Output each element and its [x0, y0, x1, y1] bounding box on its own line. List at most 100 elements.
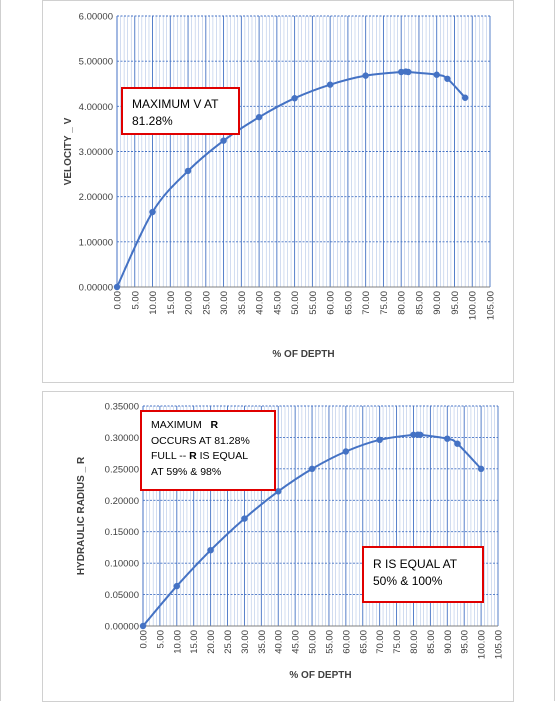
y-tick-label: 0.05000 [105, 590, 139, 601]
data-point [454, 440, 461, 447]
y-tick-label: 1.00000 [79, 237, 113, 248]
callout-line: 81.28% [132, 114, 173, 128]
x-tick-label: 25.00 [223, 630, 234, 654]
x-tick-label: 85.00 [426, 630, 437, 654]
data-point [207, 546, 214, 554]
x-tick-label: 10.00 [148, 291, 159, 315]
data-point [113, 283, 121, 291]
x-tick-label: 0.00 [113, 291, 124, 310]
y-tick-label: 0.25000 [105, 464, 139, 475]
data-point [433, 71, 440, 78]
x-tick-label: 70.00 [361, 291, 372, 315]
x-tick-label: 100.00 [477, 630, 488, 659]
x-tick-label: 75.00 [392, 630, 403, 654]
y-tick-label: 0.15000 [105, 527, 139, 538]
y-tick-label: 2.00000 [79, 192, 113, 203]
x-tick-label: 35.00 [237, 291, 248, 315]
data-point [308, 465, 316, 473]
x-tick-label: 105.00 [486, 291, 497, 320]
data-point [173, 582, 181, 590]
y-tick-label: 0.00000 [105, 622, 139, 633]
data-point [184, 167, 192, 175]
x-axis-title: % OF DEPTH [289, 670, 351, 681]
x-tick-label: 55.00 [308, 291, 319, 315]
y-tick-label: 0.10000 [105, 559, 139, 570]
x-tick-label: 80.00 [397, 291, 408, 315]
y-tick-label: 6.00000 [79, 12, 113, 23]
x-tick-label: 65.00 [358, 630, 369, 654]
x-tick-label: 80.00 [409, 630, 420, 654]
x-tick-label: 25.00 [201, 291, 212, 315]
x-tick-label: 90.00 [443, 630, 454, 654]
y-axis-title: HYDRAULIC RADIUS _ R [76, 456, 87, 575]
data-point [417, 431, 424, 438]
callout-bold-r: R [189, 450, 197, 462]
callout-text: FULL -- [151, 450, 187, 462]
data-point [255, 113, 263, 121]
y-axis-title: VELOCITY _ V [63, 117, 74, 185]
data-point [461, 94, 469, 101]
callout-text: MAXIMUM [151, 419, 202, 431]
y-tick-label: 5.00000 [79, 57, 113, 68]
x-tick-label: 40.00 [255, 291, 266, 315]
data-point [444, 75, 451, 82]
x-tick-label: 30.00 [240, 630, 251, 654]
data-point [477, 465, 485, 473]
callout-bold-r: R [210, 419, 219, 431]
data-point [220, 137, 227, 144]
x-tick-label: 15.00 [189, 630, 200, 654]
x-axis-title: % OF DEPTH [272, 349, 334, 360]
y-tick-label: 0.35000 [105, 402, 139, 413]
x-tick-label: 105.00 [494, 630, 505, 659]
x-tick-label: 95.00 [460, 630, 471, 654]
x-tick-label: 50.00 [308, 630, 319, 654]
x-tick-label: 90.00 [432, 291, 443, 315]
x-tick-label: 60.00 [341, 630, 352, 654]
max-r-callout: MAXIMUM R OCCURS AT 81.28% FULL -- R IS … [140, 410, 276, 491]
y-tick-label: 4.00000 [79, 102, 113, 113]
x-tick-label: 40.00 [274, 630, 285, 654]
x-tick-label: 45.00 [272, 291, 283, 315]
data-point [149, 208, 156, 216]
data-point [291, 95, 298, 102]
callout-line: MAXIMUM V AT [132, 97, 219, 111]
x-tick-label: 100.00 [468, 291, 479, 320]
y-tick-label: 3.00000 [79, 147, 113, 158]
x-tick-label: 95.00 [450, 291, 461, 315]
callout-line: R IS EQUAL AT [373, 557, 458, 571]
data-point [376, 436, 383, 444]
max-velocity-callout: MAXIMUM V AT 81.28% [121, 87, 240, 135]
x-tick-label: 45.00 [291, 630, 302, 654]
data-point [139, 622, 147, 630]
data-point [326, 81, 334, 88]
data-point [444, 435, 451, 442]
x-tick-label: 5.00 [155, 630, 166, 649]
callout-line-3: FULL -- R IS EQUAL [151, 449, 274, 465]
r-equal-callout: R IS EQUAL AT 50% & 100% [362, 546, 484, 603]
x-tick-label: 30.00 [219, 291, 230, 315]
x-tick-label: 70.00 [375, 630, 386, 654]
callout-line-4: AT 59% & 98% [151, 465, 222, 478]
x-tick-label: 75.00 [379, 291, 390, 315]
x-tick-label: 65.00 [343, 291, 354, 315]
callout-line-2: OCCURS AT 81.28% [151, 434, 250, 447]
data-point [342, 448, 350, 455]
x-tick-label: 20.00 [206, 630, 217, 654]
x-tick-label: 20.00 [184, 291, 195, 315]
y-tick-label: 0.30000 [105, 433, 139, 444]
x-tick-label: 0.00 [139, 630, 150, 649]
callout-line: 50% & 100% [373, 574, 443, 588]
x-tick-label: 15.00 [166, 291, 177, 315]
callout-line-1: MAXIMUM R [151, 418, 274, 434]
data-point [275, 488, 282, 495]
data-point [405, 68, 412, 76]
x-tick-label: 50.00 [290, 291, 301, 315]
x-tick-label: 85.00 [414, 291, 425, 315]
x-tick-label: 10.00 [172, 630, 183, 654]
data-point [241, 515, 248, 522]
data-point [362, 72, 369, 79]
y-tick-label: 0.20000 [105, 496, 139, 507]
y-tick-label: 0.00000 [79, 283, 113, 294]
